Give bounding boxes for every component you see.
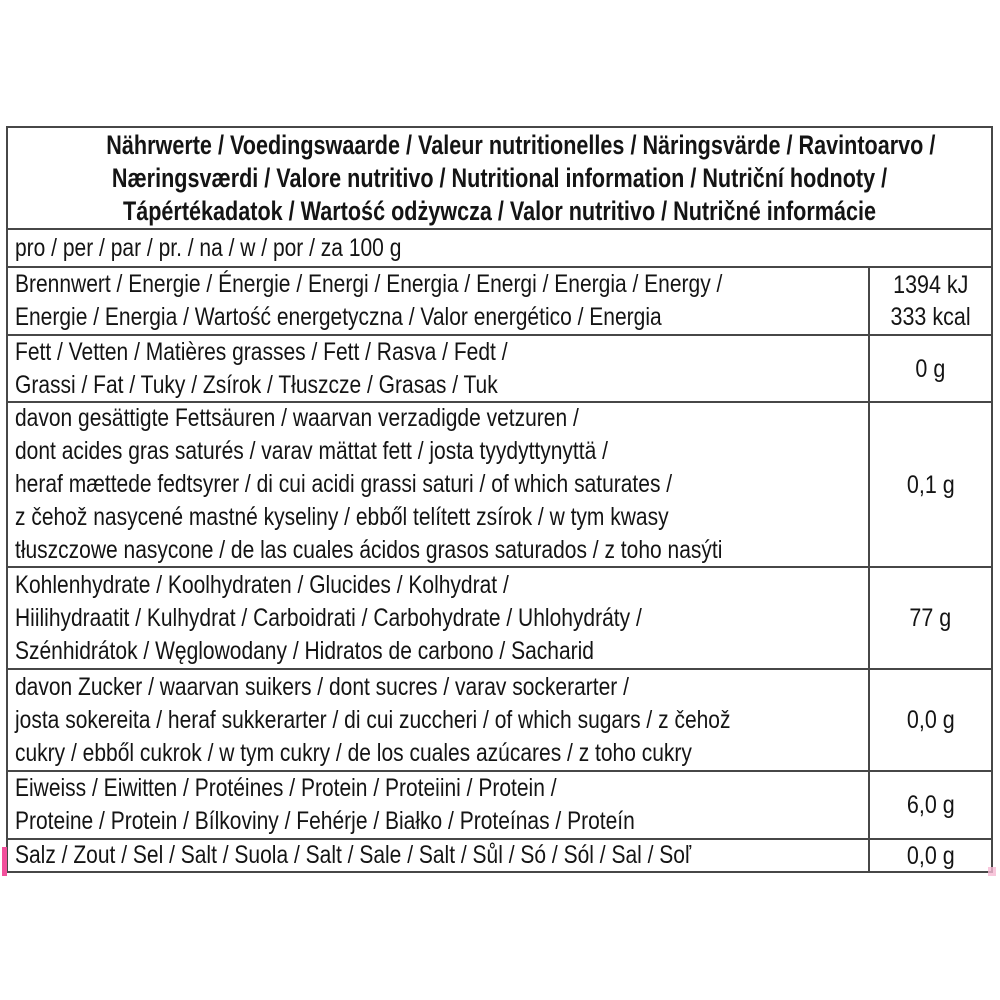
saturates-value: 0,1 g <box>868 403 991 566</box>
label-line: Kohlenhydrate / Koolhydraten / Glucides … <box>15 570 509 599</box>
row-fat: Fett / Vetten / Matières grasses / Fett … <box>8 334 991 401</box>
label-line: Brennwert / Energie / Énergie / Energi /… <box>15 270 723 298</box>
value-line: 6,0 g <box>906 791 955 819</box>
protein-label: Eiweiss / Eiwitten / Protéines / Protein… <box>8 772 868 838</box>
serving-size-text: pro / per / par / pr. / na / w / por / z… <box>15 234 402 262</box>
label-line: Eiweiss / Eiwitten / Protéines / Protein… <box>15 774 557 802</box>
salt-value: 0,0 g <box>868 840 991 871</box>
energy-label: Brennwert / Energie / Énergie / Energi /… <box>8 268 868 334</box>
label-line: cukry / ebből cukrok / w tym cukry / de … <box>15 738 692 767</box>
label-line: Energie / Energia / Wartość energetyczna… <box>15 303 662 331</box>
serving-size-row: pro / per / par / pr. / na / w / por / z… <box>8 228 991 266</box>
value-line: 0,1 g <box>906 470 955 499</box>
print-artifact-corner-dot <box>988 867 996 876</box>
row-protein: Eiweiss / Eiwitten / Protéines / Protein… <box>8 770 991 838</box>
label-line: z čehož nasycené mastné kyseliny / ebből… <box>15 503 669 531</box>
row-salt: Salz / Zout / Sel / Salt / Suola / Salt … <box>8 838 991 871</box>
label-line: Hiilihydraatit / Kulhydrat / Carboidrati… <box>15 603 642 632</box>
value-line: 0,0 g <box>906 841 955 870</box>
carbohydrate-value: 77 g <box>868 568 991 668</box>
label-line: davon gesättigte Fettsäuren / waarvan ve… <box>15 404 579 432</box>
value-line: 0 g <box>915 354 946 383</box>
row-energy: Brennwert / Energie / Énergie / Energi /… <box>8 266 991 334</box>
saturates-label: davon gesättigte Fettsäuren / waarvan ve… <box>8 403 868 566</box>
salt-label: Salz / Zout / Sel / Salt / Suola / Salt … <box>8 840 868 871</box>
fat-value: 0 g <box>868 336 991 401</box>
nutrition-table: Nährwerte / Voedingswaarde / Valeur nutr… <box>6 126 993 873</box>
sugars-value: 0,0 g <box>868 670 991 770</box>
label-line: davon Zucker / waarvan suikers / dont su… <box>15 672 629 701</box>
label-line: tłuszczowe nasycone / de las cuales ácid… <box>15 536 723 564</box>
value-line: 77 g <box>909 604 952 632</box>
header-line: Nährwerte / Voedingswaarde / Valeur nutr… <box>106 129 936 160</box>
value-line: 0,0 g <box>906 706 955 734</box>
label-line: Proteine / Protein / Bílkoviny / Fehérje… <box>15 807 635 835</box>
label-line: josta sokereita / heraf sukkerarter / di… <box>15 705 731 734</box>
label-line: heraf mættede fedtsyrer / di cui acidi g… <box>15 470 673 498</box>
sugars-label: davon Zucker / waarvan suikers / dont su… <box>8 670 868 770</box>
header-line: Tápértékadatok / Wartość odżywcza / Valo… <box>122 195 876 226</box>
label-line: Fett / Vetten / Matières grasses / Fett … <box>15 337 508 366</box>
energy-value: 1394 kJ 333 kcal <box>868 268 991 334</box>
row-carbohydrate: Kohlenhydrate / Koolhydraten / Glucides … <box>8 566 991 668</box>
value-line: 333 kcal <box>890 303 971 331</box>
label-line: Salz / Zout / Sel / Salt / Suola / Salt … <box>15 841 692 869</box>
fat-label: Fett / Vetten / Matières grasses / Fett … <box>8 336 868 401</box>
table-header-row: Nährwerte / Voedingswaarde / Valeur nutr… <box>8 128 991 228</box>
label-line: dont acides gras saturés / varav mättat … <box>15 437 608 465</box>
label-line: Szénhidrátok / Węglowodany / Hidratos de… <box>15 636 594 665</box>
label-line: Grassi / Fat / Tuky / Zsírok / Tłuszcze … <box>15 370 498 399</box>
protein-value: 6,0 g <box>868 772 991 838</box>
row-sugars: davon Zucker / waarvan suikers / dont su… <box>8 668 991 770</box>
header-line: Næringsværdi / Valore nutritivo / Nutrit… <box>111 162 888 193</box>
value-line: 1394 kJ <box>892 271 969 299</box>
carbohydrate-label: Kohlenhydrate / Koolhydraten / Glucides … <box>8 568 868 668</box>
row-saturates: davon gesättigte Fettsäuren / waarvan ve… <box>8 401 991 566</box>
print-artifact-left-mark <box>2 847 7 876</box>
